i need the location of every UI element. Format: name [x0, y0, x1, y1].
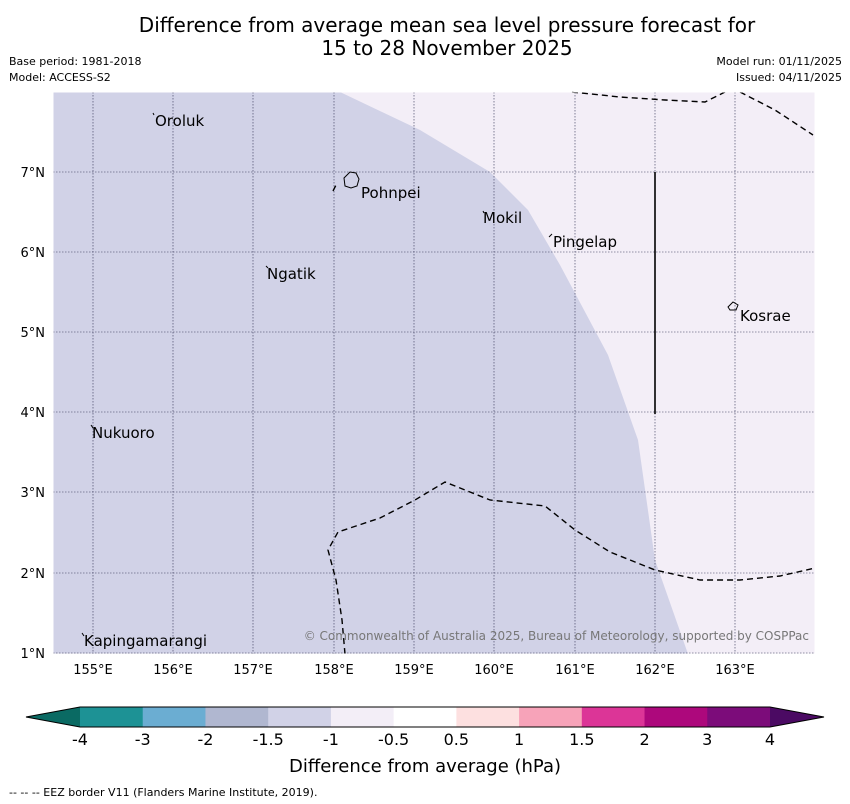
colorbar-tick-label: -1 — [323, 730, 339, 749]
lat-label: 5°N — [21, 326, 46, 341]
lat-label: 6°N — [21, 246, 46, 261]
graticule — [53, 92, 815, 654]
island-oroluk-mark — [152, 112, 155, 116]
map-frame — [52, 91, 816, 655]
island-ngatik-mark — [265, 265, 269, 269]
colorbar-segment — [393, 707, 457, 727]
meta-right: Model run: 01/11/2025 Issued: 04/11/2025 — [716, 54, 842, 86]
eez-borders — [327, 91, 816, 655]
island-pingelap-mark — [548, 233, 553, 238]
colorbar-segment — [456, 707, 520, 727]
colorbar-tick-label: -4 — [72, 730, 88, 749]
place-labels: Oroluk Pohnpei Mokil Pingelap Ngatik Kos… — [84, 112, 791, 650]
colorbar-tick-label: 3 — [702, 730, 712, 749]
colorbar-segment — [80, 707, 144, 727]
colorbar-tick-label: -3 — [135, 730, 151, 749]
colorbar-tick-label: 4 — [765, 730, 775, 749]
lon-label: 156°E — [153, 663, 193, 678]
lon-axis-labels: 155°E 156°E 157°E 158°E 159°E 160°E 161°… — [73, 663, 755, 678]
colorbar-tick-label: -0.5 — [378, 730, 409, 749]
colorbar-segment — [519, 707, 583, 727]
islands — [81, 112, 739, 637]
colorbar-segment — [268, 707, 332, 727]
copyright-notice: © Commonwealth of Australia 2025, Bureau… — [304, 629, 809, 643]
colorbar-segment — [205, 707, 269, 727]
title-line-1: Difference from average mean sea level p… — [138, 13, 756, 37]
lat-label: 4°N — [21, 406, 46, 421]
island-kosrae-outline — [727, 301, 739, 311]
lat-label: 7°N — [21, 166, 46, 181]
colorbar: -4 -3 -2 -1.5 -1 -0.5 0.5 1 1.5 2 3 4 Difference fr… — [25, 706, 825, 777]
place-label-mokil: Mokil — [483, 209, 522, 227]
colorbar-segment — [330, 707, 395, 727]
eez-footnote: -- -- -- EEZ border V11 (Flanders Marine… — [9, 786, 318, 799]
place-label-nukuoro: Nukuoro — [92, 424, 155, 442]
eez-border-northeast — [739, 91, 814, 136]
title-line-2: 15 to 28 November 2025 — [321, 36, 573, 60]
colorbar-tick-label: -2 — [197, 730, 213, 749]
colorbar-under-arrow — [26, 707, 80, 727]
colorbar-segment — [581, 707, 646, 727]
lon-label: 161°E — [555, 663, 595, 678]
lon-label: 160°E — [474, 663, 514, 678]
lon-label: 159°E — [394, 663, 434, 678]
colorbar-tick-label: -1.5 — [253, 730, 284, 749]
colorbar-tick-label: 2 — [639, 730, 649, 749]
model-name: Model: ACCESS-S2 — [9, 71, 111, 84]
colorbar-tick-label: 0.5 — [444, 730, 469, 749]
island-mokil-mark — [482, 210, 485, 214]
colorbar-tick-label: 1.5 — [569, 730, 594, 749]
colorbar-tick-labels: -4 -3 -2 -1.5 -1 -0.5 0.5 1 1.5 2 3 4 — [72, 730, 775, 749]
place-label-oroluk: Oroluk — [155, 112, 204, 130]
island-kapingamarangi-mark — [81, 632, 85, 637]
lon-label: 162°E — [635, 663, 675, 678]
lat-label: 2°N — [21, 567, 46, 582]
lat-axis-labels: 7°N 6°N 5°N 4°N 3°N 2°N 1°N — [21, 166, 46, 662]
meta-left: Base period: 1981-2018 Model: ACCESS-S2 — [9, 54, 141, 86]
eez-border-pohnpei-stub — [332, 184, 337, 192]
place-label-pohnpei: Pohnpei — [361, 184, 421, 202]
eez-border-south — [327, 481, 816, 655]
colorbar-label: Difference from average (hPa) — [289, 756, 561, 777]
place-label-pingelap: Pingelap — [553, 233, 617, 251]
issued-date: Issued: 04/11/2025 — [735, 71, 842, 84]
island-nukuoro-mark — [90, 424, 94, 429]
place-label-kosrae: Kosrae — [740, 307, 791, 325]
lat-label: 1°N — [21, 647, 46, 662]
colorbar-tick-label: 1 — [514, 730, 524, 749]
eez-border-north — [571, 91, 726, 103]
lat-label: 3°N — [21, 486, 46, 501]
model-run: Model run: 01/11/2025 — [716, 55, 842, 68]
colorbar-segment — [142, 707, 206, 727]
colorbar-over-arrow — [770, 707, 824, 727]
base-period: Base period: 1981-2018 — [9, 55, 142, 68]
fill-minus1-to-minus1_5 — [53, 92, 688, 654]
map-title: Difference from average mean sea level p… — [0, 14, 850, 60]
place-label-ngatik: Ngatik — [267, 265, 316, 283]
colorbar-segment — [644, 707, 708, 727]
lon-label: 163°E — [715, 663, 755, 678]
colorbar-segments — [80, 707, 771, 727]
lon-label: 155°E — [73, 663, 113, 678]
place-label-kapingamarangi: Kapingamarangi — [84, 632, 207, 650]
lon-label: 158°E — [314, 663, 354, 678]
island-pohnpei-outline — [343, 171, 360, 189]
colorbar-segment — [707, 707, 771, 727]
colorbar-outline — [25, 706, 825, 728]
lon-label: 157°E — [233, 663, 273, 678]
